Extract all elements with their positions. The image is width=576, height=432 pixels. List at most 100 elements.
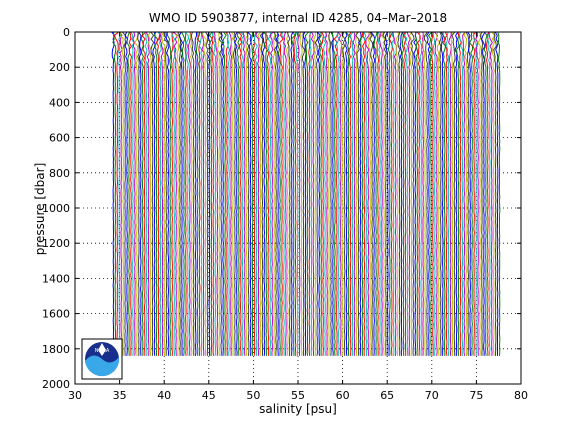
profile-line [345, 32, 350, 356]
profile-line [161, 32, 166, 356]
profile-line [438, 32, 442, 356]
profile-line [212, 32, 217, 356]
profile-line [159, 32, 164, 356]
profile-line [262, 32, 269, 356]
profile-line [175, 32, 180, 356]
x-tick-label: 30 [68, 389, 82, 402]
y-tick-label: 1800 [42, 343, 70, 356]
profile-line [391, 32, 395, 356]
profile-line [205, 32, 209, 356]
profile-line [196, 32, 201, 356]
profile-line [422, 32, 426, 356]
profile-line [124, 32, 129, 356]
profile-line [341, 32, 346, 356]
y-tick-label: 400 [49, 96, 70, 109]
profile-line [328, 32, 332, 356]
profile-line [181, 32, 186, 356]
profile-line [488, 32, 493, 356]
profile-line [202, 32, 207, 356]
profile-line [494, 32, 499, 356]
profile-line [137, 32, 140, 356]
profile-line [322, 32, 327, 356]
profile-line [234, 32, 238, 356]
profile-line [427, 32, 433, 356]
y-tick-label: 800 [49, 167, 70, 180]
profile-line [432, 32, 436, 356]
profile-line [257, 32, 262, 356]
profile-line [410, 32, 415, 356]
profile-line [273, 32, 278, 356]
x-tick-label: 45 [202, 389, 216, 402]
profile-line [399, 32, 404, 356]
profile-line [178, 32, 182, 356]
profile-line [261, 32, 266, 356]
profile-line [448, 32, 452, 356]
profile-line [330, 32, 334, 356]
profile-line [483, 32, 488, 356]
profile-line [290, 32, 294, 356]
noaa-logo: NOAA [81, 338, 123, 380]
profile-line [361, 32, 366, 356]
profile-line [220, 32, 225, 356]
profile-line [283, 32, 287, 356]
profile-line [373, 32, 378, 356]
profile-line [369, 32, 374, 356]
profile-lines [111, 32, 501, 356]
profile-line [170, 32, 174, 356]
x-axis-label: salinity [psu] [259, 402, 337, 416]
profile-line [198, 32, 204, 356]
profile-line [228, 32, 233, 356]
profile-line [230, 32, 235, 356]
profile-line [491, 32, 496, 356]
chart-title: WMO ID 5903877, internal ID 4285, 04–Mar… [148, 11, 448, 25]
profile-line [406, 32, 411, 356]
profile-line [487, 32, 491, 356]
profile-line [245, 32, 248, 356]
profile-line [294, 32, 299, 356]
profile-line [333, 32, 339, 356]
profile-line [413, 32, 417, 356]
x-tick-label: 80 [514, 389, 528, 402]
profile-line [481, 32, 486, 356]
svg-text:NOAA: NOAA [95, 348, 110, 354]
profile-line [349, 32, 354, 356]
y-tick-label: 2000 [42, 378, 70, 391]
profile-line [430, 32, 434, 356]
x-tick-label: 40 [157, 389, 171, 402]
profile-line [376, 32, 380, 356]
profile-line [301, 32, 305, 356]
y-tick-label: 1200 [42, 237, 70, 250]
profile-line [365, 32, 370, 356]
y-tick-label: 0 [63, 26, 70, 39]
x-tick-label: 60 [336, 389, 350, 402]
profile-line [279, 32, 284, 356]
profile-line [255, 32, 260, 356]
x-tick-label: 75 [469, 389, 483, 402]
profile-line [497, 32, 501, 356]
profile-line [308, 32, 313, 356]
profile-line [382, 32, 387, 356]
x-tick-label: 50 [246, 389, 260, 402]
profile-line [117, 32, 122, 356]
x-tick-label: 70 [425, 389, 439, 402]
profile-line [126, 32, 131, 356]
profile-line [335, 32, 341, 356]
profile-line [326, 32, 331, 356]
profile-line [397, 32, 401, 356]
x-tick-label: 35 [113, 389, 127, 402]
profile-line [401, 32, 405, 356]
axis-ticks: 30 35 40 45 50 55 60 65 70 75 80020040060080010001… [42, 26, 528, 402]
y-tick-label: 1000 [42, 202, 70, 215]
y-tick-label: 1400 [42, 272, 70, 285]
profile-line [426, 32, 431, 356]
profile-line [259, 32, 265, 356]
x-tick-label: 65 [380, 389, 394, 402]
profile-line [155, 32, 161, 356]
profile-line [443, 32, 448, 356]
profile-line [352, 32, 356, 356]
y-tick-label: 600 [49, 132, 70, 145]
profile-line [189, 32, 193, 356]
profile-line [462, 32, 466, 356]
profile-line [317, 32, 321, 356]
